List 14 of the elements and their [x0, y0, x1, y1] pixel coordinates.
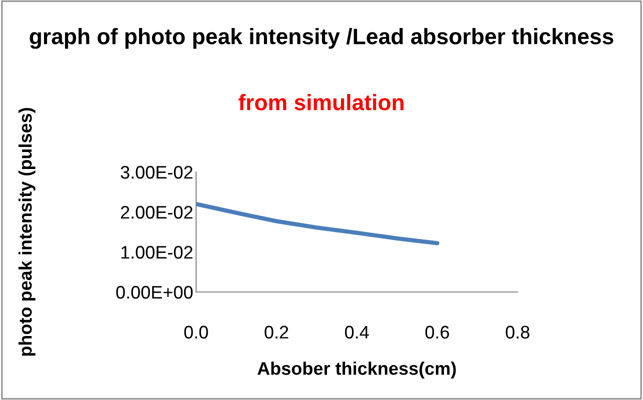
x-axis-title: Absober thickness(cm)	[257, 362, 456, 378]
y-axis-title: photo peak intensity (pulses)	[18, 108, 36, 356]
y-tick-label: 0.00E+00	[116, 286, 193, 299]
chart-title: graph of photo peak intensity /Lead absorber thickness	[30, 28, 614, 49]
x-tick-label: 0.6	[425, 326, 449, 339]
line-series	[196, 202, 440, 246]
x-tick-label: 0.0	[184, 326, 208, 339]
x-tick-label: 0.2	[264, 326, 288, 339]
y-tick-label: 3.00E-02	[120, 166, 192, 179]
x-tick-label: 0.4	[345, 326, 369, 339]
chart-subtitle: from simulation	[238, 94, 404, 110]
y-tick-label: 1.00E-02	[121, 246, 192, 259]
y-tick-label: 2.00E-02	[120, 206, 192, 219]
x-tick-label: 0.8	[506, 326, 530, 339]
